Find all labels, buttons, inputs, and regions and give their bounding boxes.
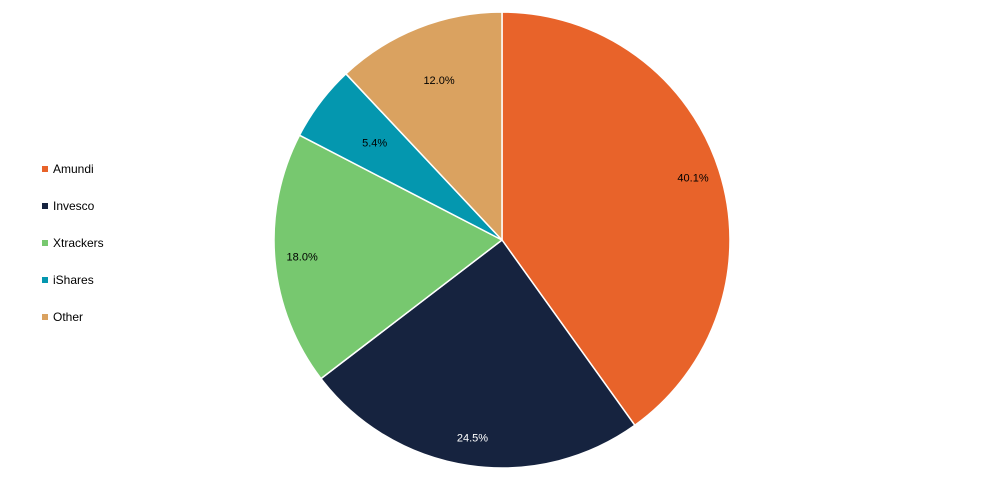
legend-label-amundi: Amundi xyxy=(53,161,94,176)
data-label-other: 12.0% xyxy=(423,75,454,87)
pie-data-labels: 40.1% 24.5% 18.0% 5.4% 12.0% xyxy=(287,75,709,444)
legend-swatch-ishares xyxy=(42,276,48,283)
legend-swatch-other xyxy=(42,313,48,320)
pie-slice-amundi xyxy=(501,11,731,427)
legend-label-other: Other xyxy=(53,309,84,324)
data-label-amundi: 40.1% xyxy=(677,173,708,185)
legend-label-ishares: iShares xyxy=(53,272,94,287)
pie-slices xyxy=(273,11,731,469)
pie-slice-other xyxy=(345,11,503,241)
legend-item-xtrackers: Xtrackers xyxy=(42,224,104,261)
data-label-ishares: 5.4% xyxy=(362,138,387,150)
legend-swatch-xtrackers xyxy=(42,239,48,246)
legend: Amundi Invesco Xtrackers iShares Other xyxy=(42,150,104,335)
legend-swatch-invesco xyxy=(42,202,48,209)
legend-item-amundi: Amundi xyxy=(42,150,104,187)
legend-item-other: Other xyxy=(42,298,104,335)
legend-item-ishares: iShares xyxy=(42,261,104,298)
legend-label-xtrackers: Xtrackers xyxy=(53,235,104,250)
legend-item-invesco: Invesco xyxy=(42,187,104,224)
pie-slice-invesco xyxy=(320,239,636,469)
data-label-xtrackers: 18.0% xyxy=(287,252,318,264)
data-label-invesco: 24.5% xyxy=(457,432,488,444)
legend-swatch-amundi xyxy=(42,165,48,172)
legend-label-invesco: Invesco xyxy=(53,198,95,213)
pie-slice-xtrackers xyxy=(273,134,503,380)
